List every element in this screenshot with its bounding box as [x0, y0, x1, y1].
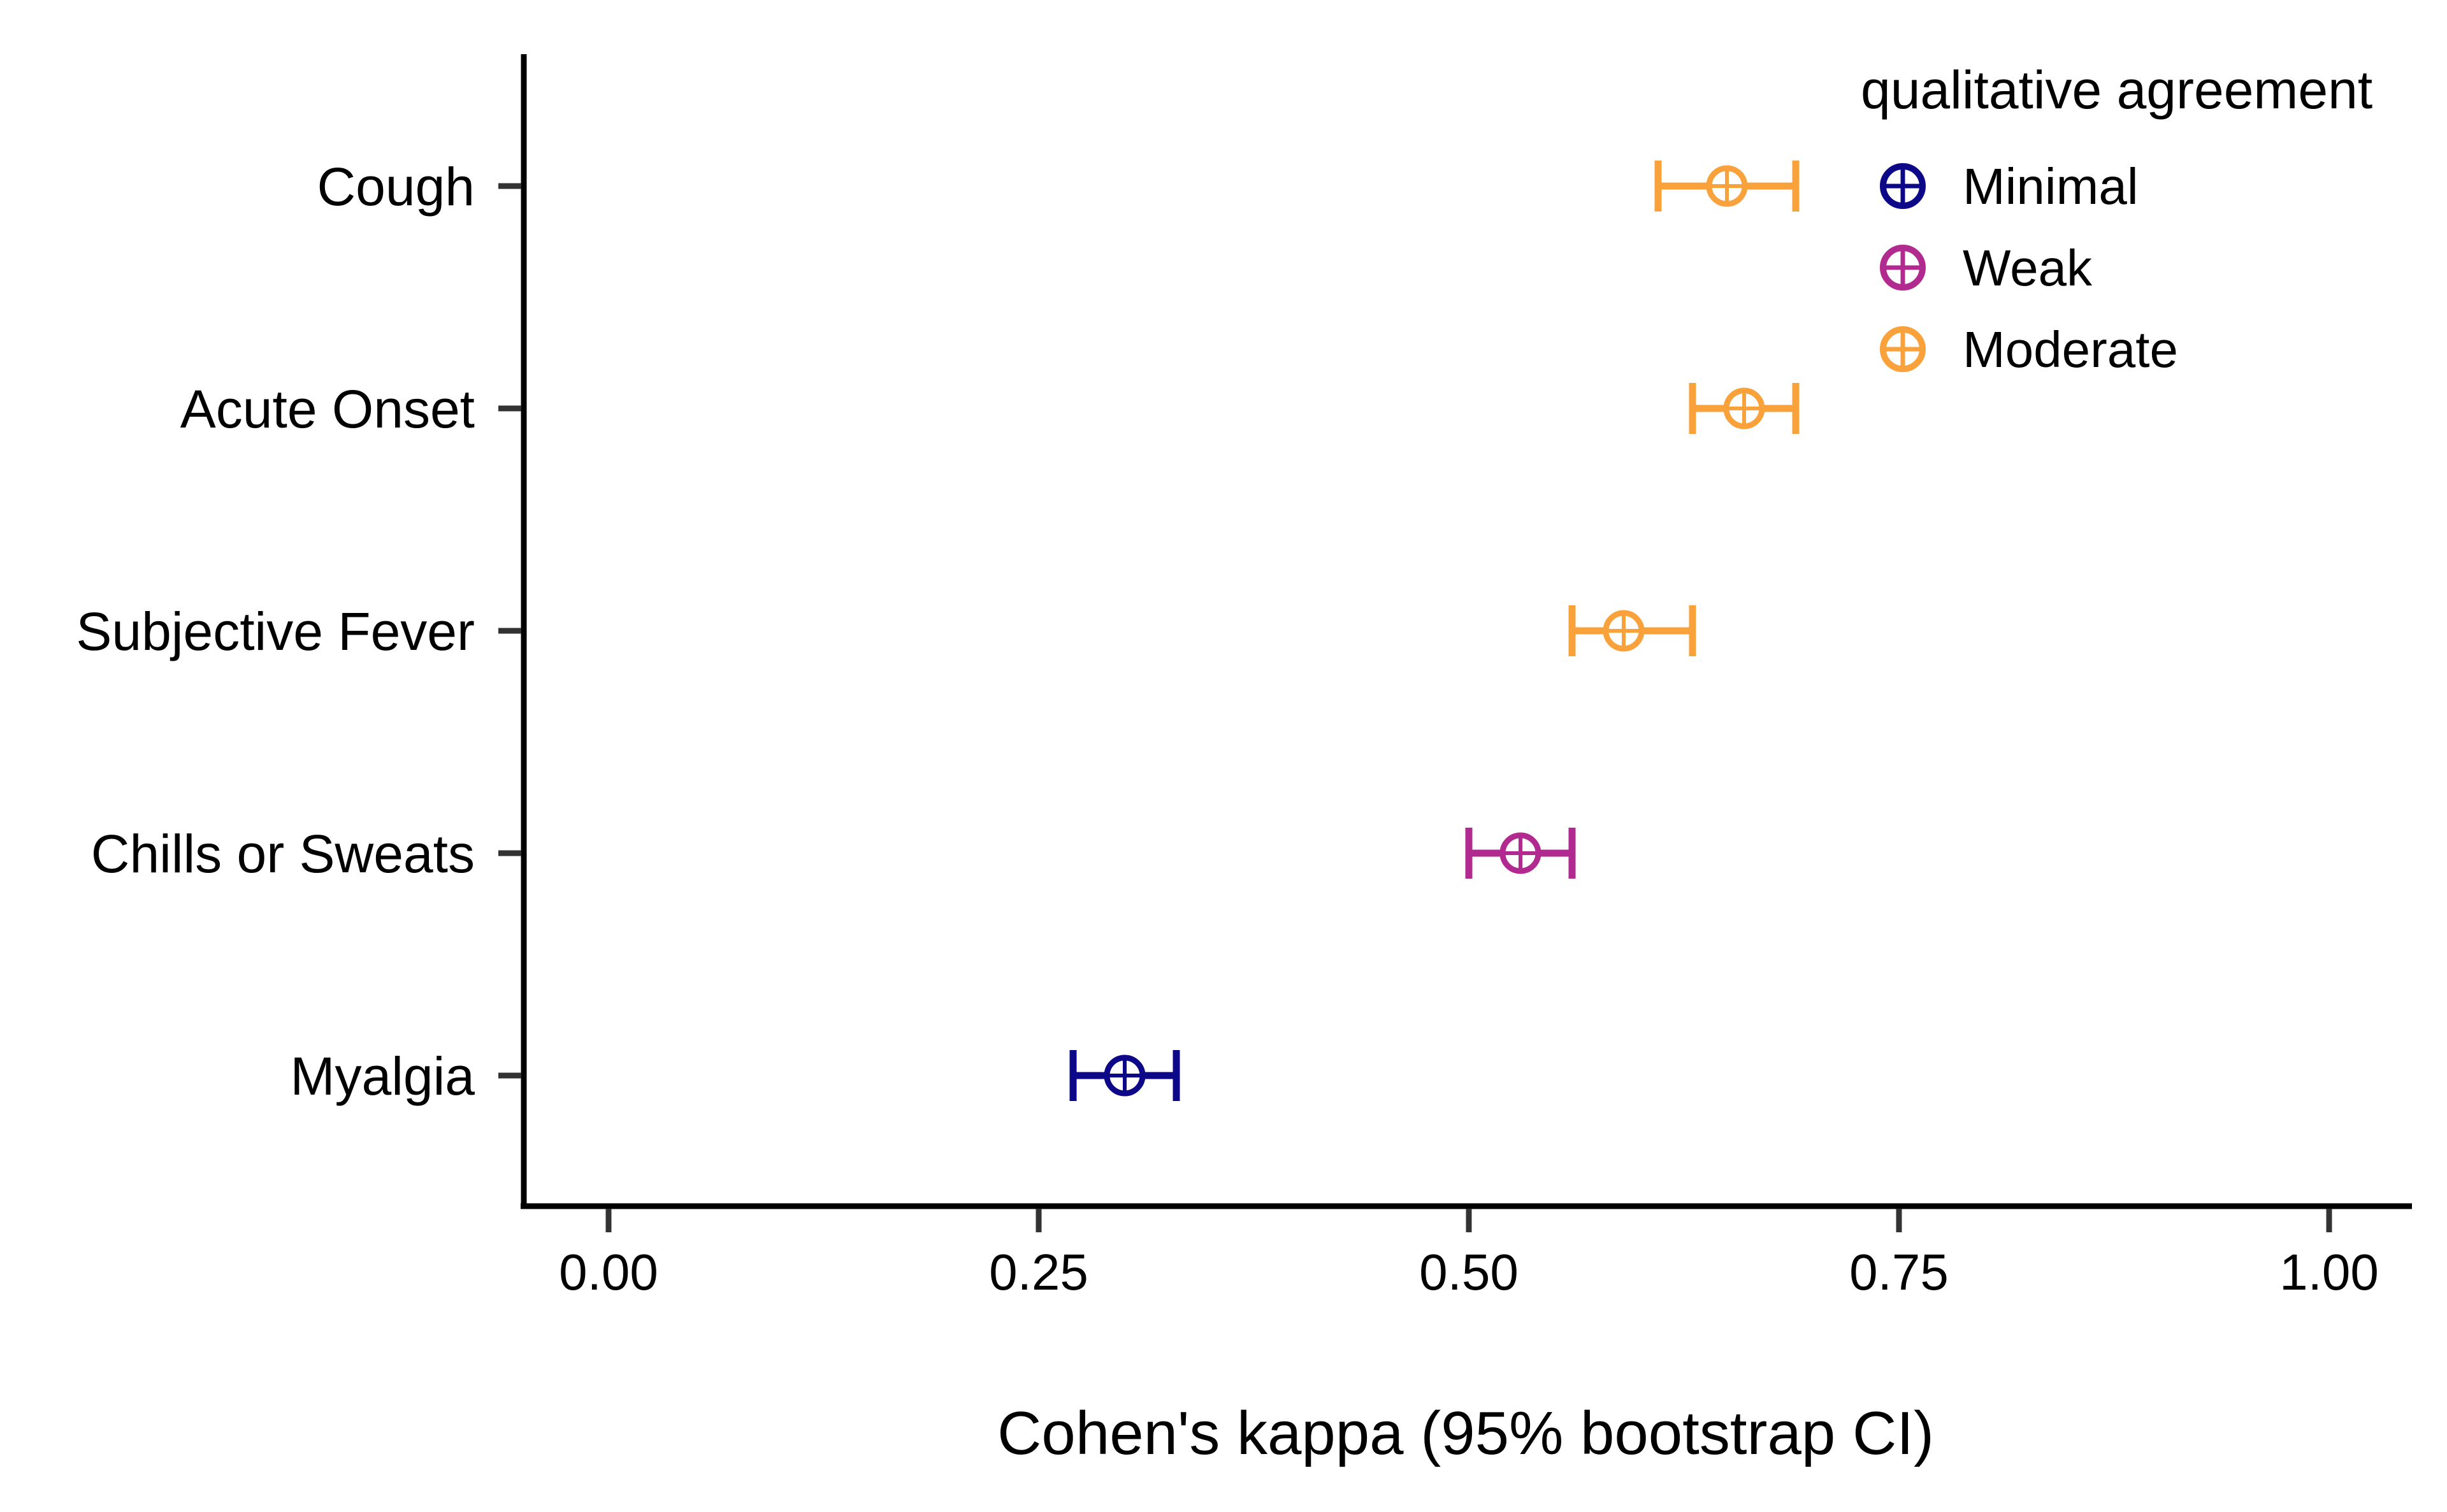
- x-ticks: 0.00 0.25 0.50 0.75 1.00: [559, 1209, 2379, 1300]
- x-axis-title: Cohen's kappa (95% bootstrap CI): [997, 1399, 1934, 1467]
- legend: qualitative agreement Minimal Weak Moderat…: [1861, 60, 2372, 378]
- legend-label: Moderate: [1963, 321, 2178, 378]
- legend-label: Minimal: [1963, 158, 2139, 215]
- y-tick-label: Cough: [317, 157, 475, 217]
- y-tick-label: Chills or Sweats: [91, 824, 475, 884]
- legend-title: qualitative agreement: [1861, 60, 2372, 120]
- x-tick-label: 0.00: [559, 1244, 658, 1300]
- y-tick-label: Myalgia: [291, 1046, 475, 1106]
- data-marks: [1069, 161, 1800, 1101]
- y-ticks: Cough Acute Onset Subjective Fever Chills o…: [76, 157, 521, 1106]
- x-tick-label: 0.25: [989, 1244, 1088, 1300]
- legend-label: Weak: [1963, 240, 2093, 296]
- y-tick-label: Subjective Fever: [76, 601, 475, 661]
- x-tick-label: 1.00: [2279, 1244, 2379, 1300]
- legend-entries: Minimal Weak Moderate: [1880, 158, 2178, 378]
- x-tick-label: 0.75: [1849, 1244, 1949, 1300]
- x-tick-label: 0.50: [1419, 1244, 1519, 1300]
- y-tick-label: Acute Onset: [180, 379, 475, 439]
- axes-layer: [521, 54, 2412, 1209]
